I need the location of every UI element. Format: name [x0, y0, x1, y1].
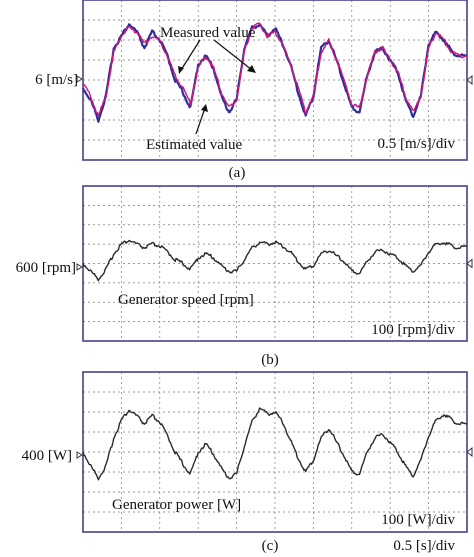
series-line-generator-speed-rpm- [82, 239, 468, 282]
annotation-generator-speed: Generator speed [rpm] [118, 292, 254, 308]
panel-c-traces [82, 407, 473, 481]
annotation-measured-arrowhead [178, 66, 184, 74]
panel-b-caption: (b) [261, 352, 279, 368]
panel-c-scale-label: 100 [W]/div [381, 512, 455, 528]
panel-a-scale-label: 0.5 [m/s]/div [378, 136, 456, 152]
annotation-estimated-arrowhead [201, 104, 208, 112]
panel-c-caption: (c) [262, 538, 279, 554]
panel-b-grid [83, 186, 467, 341]
panel-a-grid [83, 0, 467, 160]
panel-b-scale-label: 100 [rpm]/div [371, 322, 455, 338]
panel-a-caption: (a) [229, 165, 246, 181]
annotation-measured: Measured value [160, 25, 256, 41]
panel-b-level-marker-left [76, 263, 83, 271]
panel-a-traces [81, 22, 473, 123]
panel-a: 6 [m/s] Measured value Estimated value 0… [35, 0, 473, 181]
annotation-estimated-arrow [195, 107, 206, 135]
annotation-measured-arrow [180, 39, 201, 71]
level-marker-right [466, 74, 473, 86]
annotation-measured-arrow-2 [213, 39, 253, 71]
panel-c-level-marker-left [76, 451, 83, 459]
annotation-measured-arrowhead-2 [247, 65, 256, 73]
panel-c-grid [83, 372, 467, 532]
annotation-generator-power: Generator power [W] [112, 497, 241, 513]
panel-c-center-label: 400 [W] [22, 448, 72, 464]
level-marker-right [466, 258, 473, 269]
level-marker-right [466, 446, 473, 458]
panel-b: 600 [rpm] Generator speed [rpm] 100 [rpm… [16, 185, 473, 368]
panel-b-traces [82, 239, 473, 282]
panel-b-center-label: 600 [rpm] [16, 260, 76, 276]
panel-a-center-label: 6 [m/s] [35, 72, 78, 88]
series-line-generator-power-w- [82, 407, 468, 481]
annotation-estimated: Estimated value [146, 137, 243, 153]
series-line-estimated-value [82, 22, 468, 117]
panel-c-time-label: 0.5 [s]/div [393, 538, 455, 554]
panel-a-level-marker-left [76, 75, 83, 83]
panel-c: 400 [W] Generator power [W] 100 [W]/div … [22, 371, 473, 554]
